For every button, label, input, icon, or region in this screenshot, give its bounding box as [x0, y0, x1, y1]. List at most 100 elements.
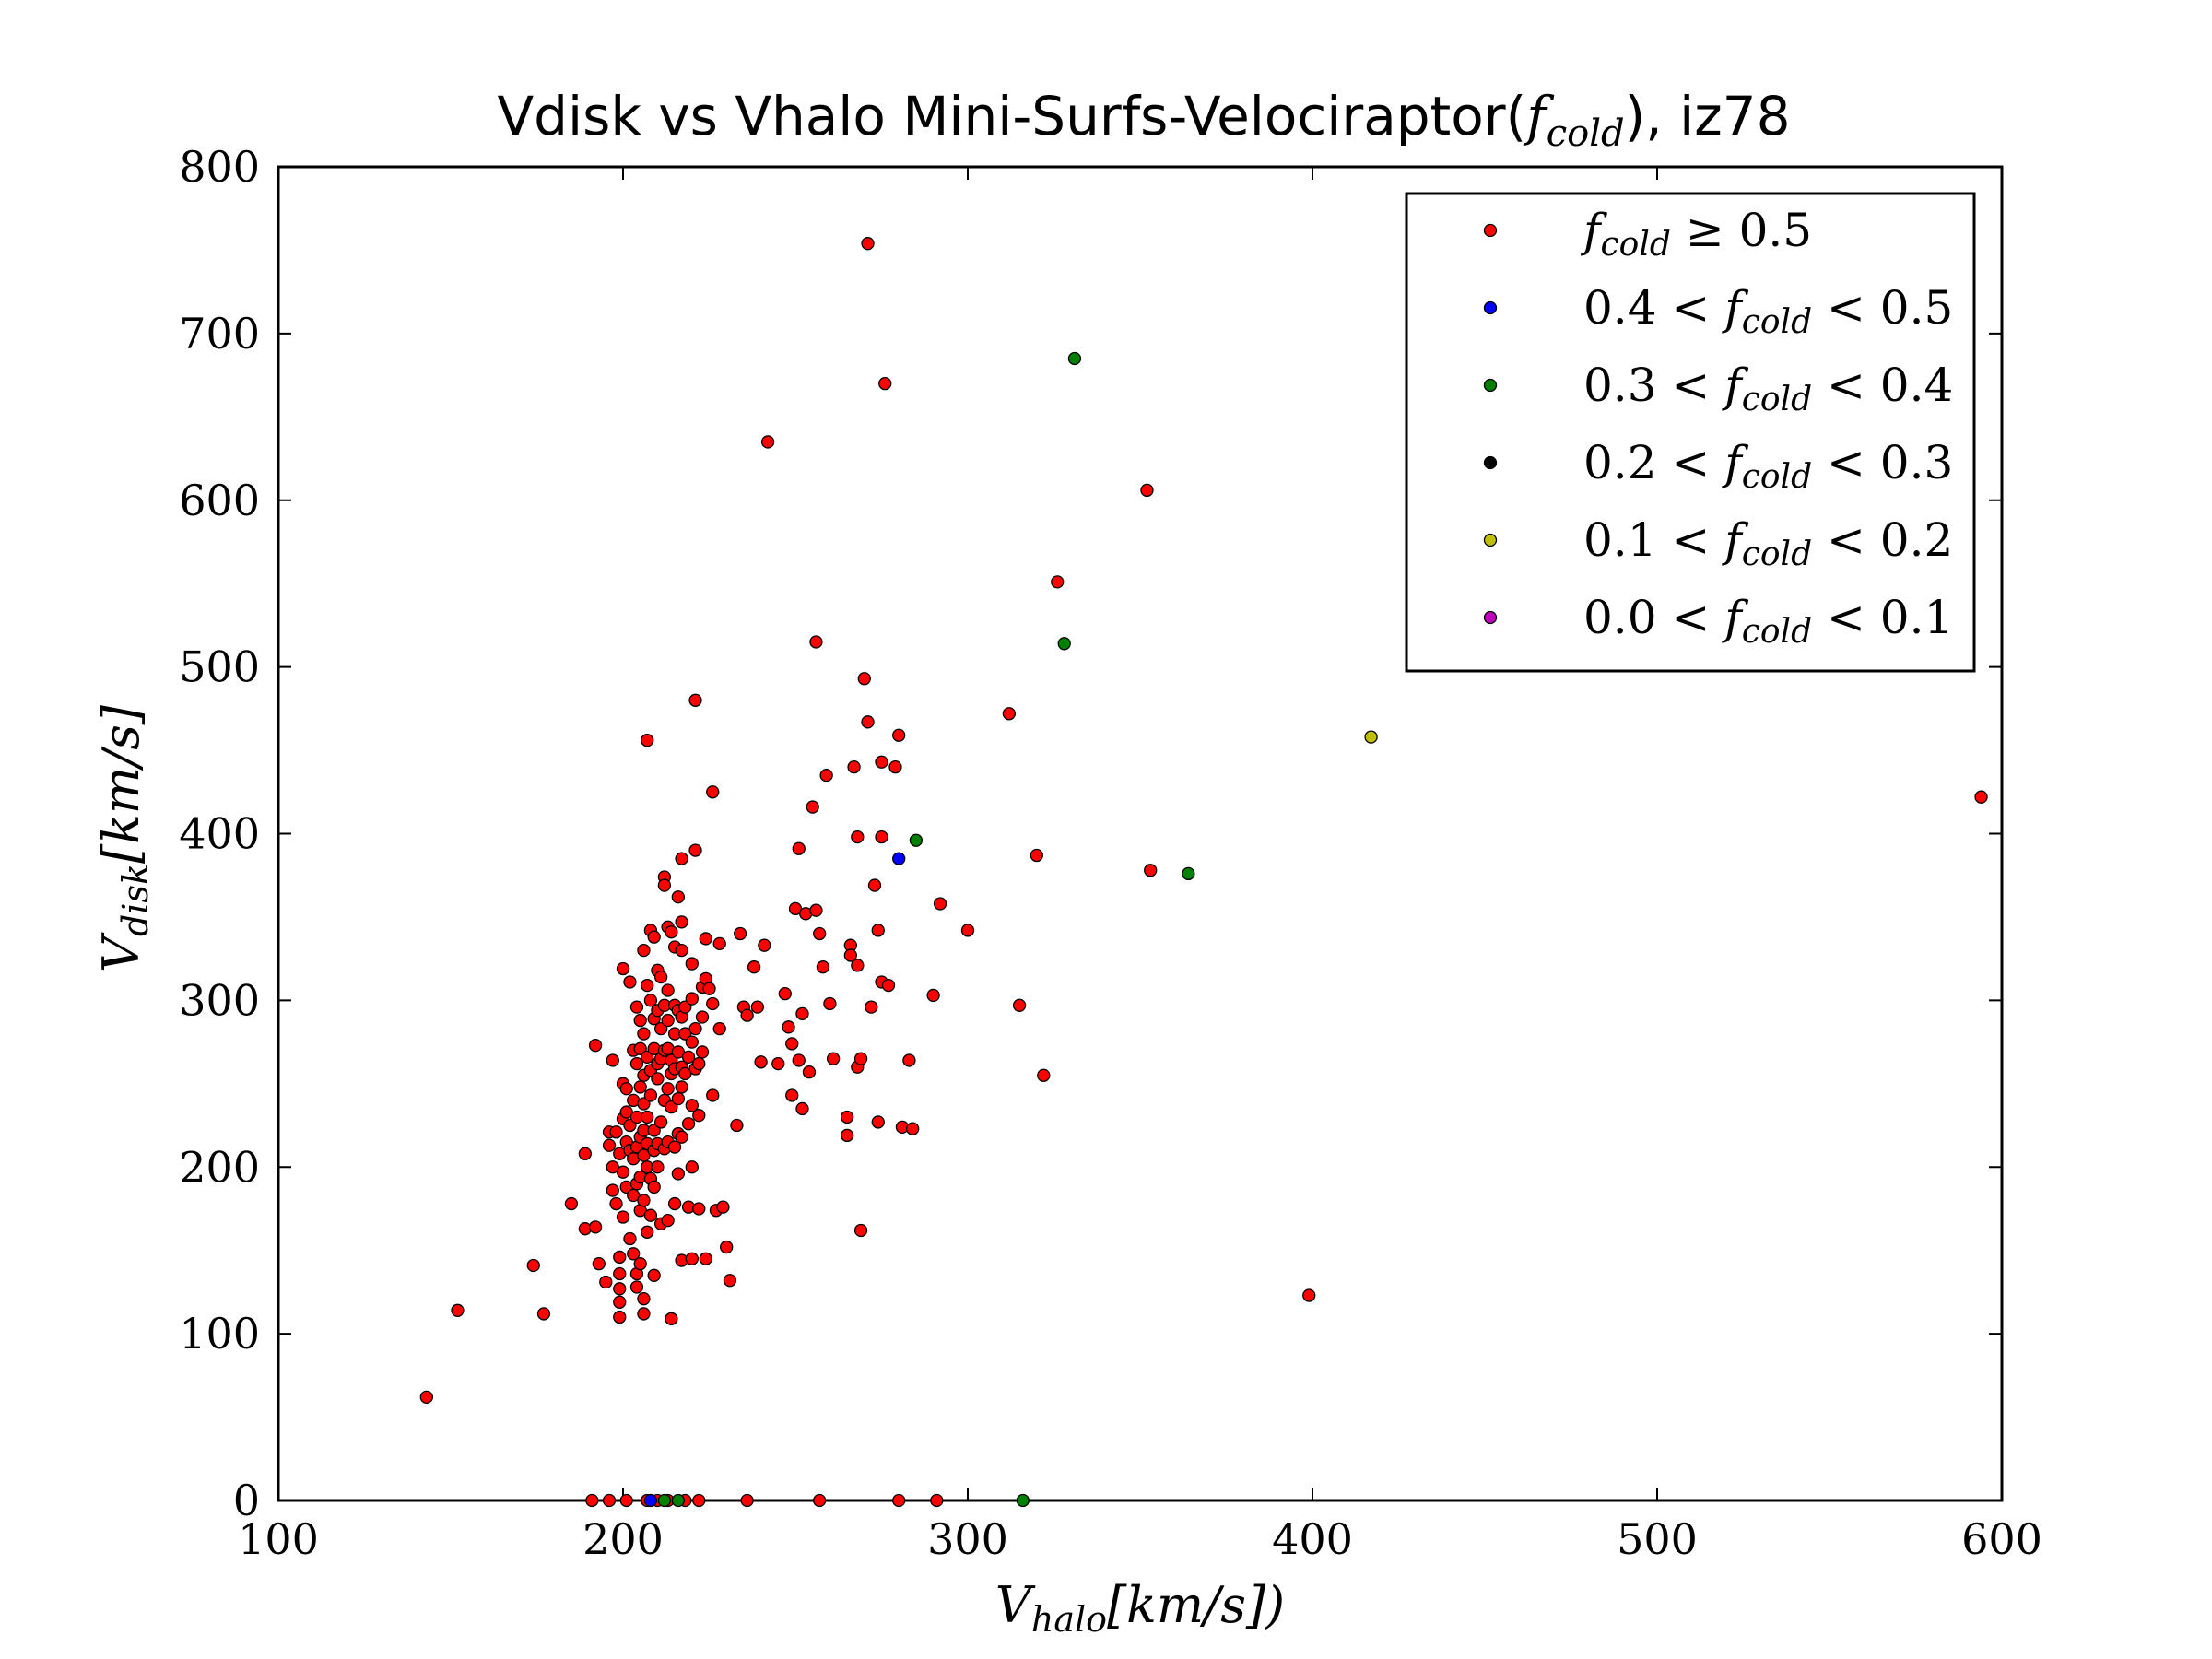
- y-tick-labels: 0 100 200 300 400 500 600 700 800: [179, 142, 260, 1525]
- legend-entry-sub: cold: [1742, 535, 1812, 573]
- scatter-point: [629, 1280, 644, 1294]
- scatter-point: [688, 1021, 702, 1036]
- title-sub: cold: [1547, 112, 1625, 155]
- scatter-point: [661, 1213, 675, 1228]
- scatter-point: [678, 1066, 692, 1081]
- scatter-point: [778, 986, 792, 1001]
- tick-marks: [277, 166, 2003, 1501]
- scatter-point: [823, 996, 837, 1011]
- scatter-point: [637, 943, 651, 958]
- scatter-point: [665, 925, 678, 939]
- scatter-point: [613, 1266, 627, 1281]
- legend-marker: [1483, 455, 1498, 470]
- scatter-point: [716, 1200, 730, 1214]
- scatter-point: [875, 830, 888, 844]
- scatter-point: [1140, 483, 1154, 498]
- scatter-point: [675, 1130, 688, 1144]
- scatter-point: [651, 1072, 665, 1086]
- x-tick-label: 200: [582, 1514, 664, 1564]
- scatter-point-zero: [643, 1493, 658, 1508]
- scatter-point-zero: [813, 1493, 827, 1508]
- scatter-point: [902, 1053, 916, 1067]
- scatter-point: [875, 755, 888, 769]
- scatter-point: [840, 1110, 854, 1124]
- legend-entry: fcold ≥ 0.5: [1580, 204, 1812, 264]
- scatter-point: [795, 1006, 809, 1020]
- scatter-point: [613, 1295, 627, 1309]
- scatter-point: [847, 760, 861, 774]
- legend-entry-sub: cold: [1742, 458, 1812, 496]
- scatter-point: [653, 970, 668, 984]
- legend-entry: 0.0 < fcold < 0.1: [1583, 591, 1953, 651]
- scatter-point-zero: [602, 1493, 617, 1508]
- scatter-point: [720, 1240, 734, 1254]
- chart-title: Vdisk vs Vhalo Mini-Surfs-Velociraptor(f…: [498, 85, 1791, 155]
- scatter-point: [681, 1050, 696, 1065]
- legend-entry: 0.3 < fcold < 0.4: [1583, 359, 1953, 418]
- scatter-point: [1144, 864, 1158, 877]
- y-tick-label: 600: [179, 476, 260, 525]
- scatter-point: [706, 996, 720, 1011]
- scatter-point: [851, 830, 865, 844]
- scatter-point: [1037, 1068, 1051, 1082]
- scatter-point: [637, 1307, 651, 1321]
- scatter-point-zero: [657, 1493, 672, 1508]
- scatter-point: [688, 693, 702, 707]
- scatter-point: [613, 1310, 627, 1324]
- scatter-point: [647, 930, 661, 944]
- scatter-point: [623, 975, 637, 989]
- scatter-point: [750, 1000, 765, 1014]
- scatter-point: [1057, 637, 1071, 651]
- scatter-point: [695, 1045, 710, 1059]
- scatter-point: [419, 1390, 433, 1405]
- scatter-point: [685, 957, 699, 971]
- y-axis-unit: [km/s]: [92, 704, 150, 864]
- scatter-point: [681, 1117, 696, 1131]
- legend-box: [1405, 192, 1976, 673]
- y-axis-label: Vdisk[km/s]: [92, 704, 156, 972]
- scatter-point: [671, 1091, 685, 1106]
- scatter-point: [665, 1312, 678, 1325]
- scatter-point: [665, 1100, 678, 1114]
- x-axis-var: V: [995, 1576, 1036, 1634]
- legend-entry-pre: 0.4 <: [1583, 281, 1724, 335]
- scatter-point: [933, 897, 947, 911]
- scatter-point: [871, 924, 885, 937]
- scatter-point: [685, 992, 699, 1006]
- scatter-point: [667, 1140, 682, 1154]
- scatter-point-zero: [671, 1493, 685, 1508]
- scatter-point: [734, 926, 747, 941]
- scatter-point: [853, 1223, 868, 1238]
- title-prefix: Vdisk vs Vhalo Mini-Surfs-Velociraptor(: [498, 85, 1527, 147]
- scatter-point: [816, 960, 830, 974]
- scatter-point: [758, 938, 771, 952]
- scatter-point: [692, 1056, 706, 1071]
- scatter-point: [675, 943, 688, 958]
- scatter-point: [592, 1257, 606, 1271]
- scatter-point: [878, 376, 892, 391]
- scatter-point: [623, 1118, 637, 1133]
- scatter-point: [599, 1275, 613, 1289]
- scatter-point: [685, 1099, 699, 1112]
- scatter-point: [637, 1097, 651, 1111]
- legend-entry-post: < 0.2: [1812, 513, 1953, 567]
- scatter-point: [857, 672, 871, 686]
- scatter-point: [1051, 575, 1065, 589]
- legend-marker: [1483, 378, 1498, 393]
- scatter-point: [706, 785, 720, 799]
- scatter-point: [809, 635, 823, 649]
- x-tick-label: 600: [1961, 1514, 2042, 1564]
- scatter-point: [653, 1115, 668, 1129]
- scatter-point: [643, 994, 658, 1007]
- scatter-point: [588, 1220, 603, 1234]
- scatter-point: [678, 1027, 692, 1041]
- scatter-point: [792, 841, 806, 855]
- scatter-point: [795, 1101, 809, 1116]
- scatter-point-zero: [692, 1493, 706, 1508]
- scatter-point: [792, 1053, 806, 1067]
- legend-entry-pre: 0.0 <: [1583, 591, 1724, 644]
- scatter-point: [702, 982, 716, 995]
- scatter-point: [1302, 1288, 1316, 1302]
- scatter-point: [588, 1039, 603, 1053]
